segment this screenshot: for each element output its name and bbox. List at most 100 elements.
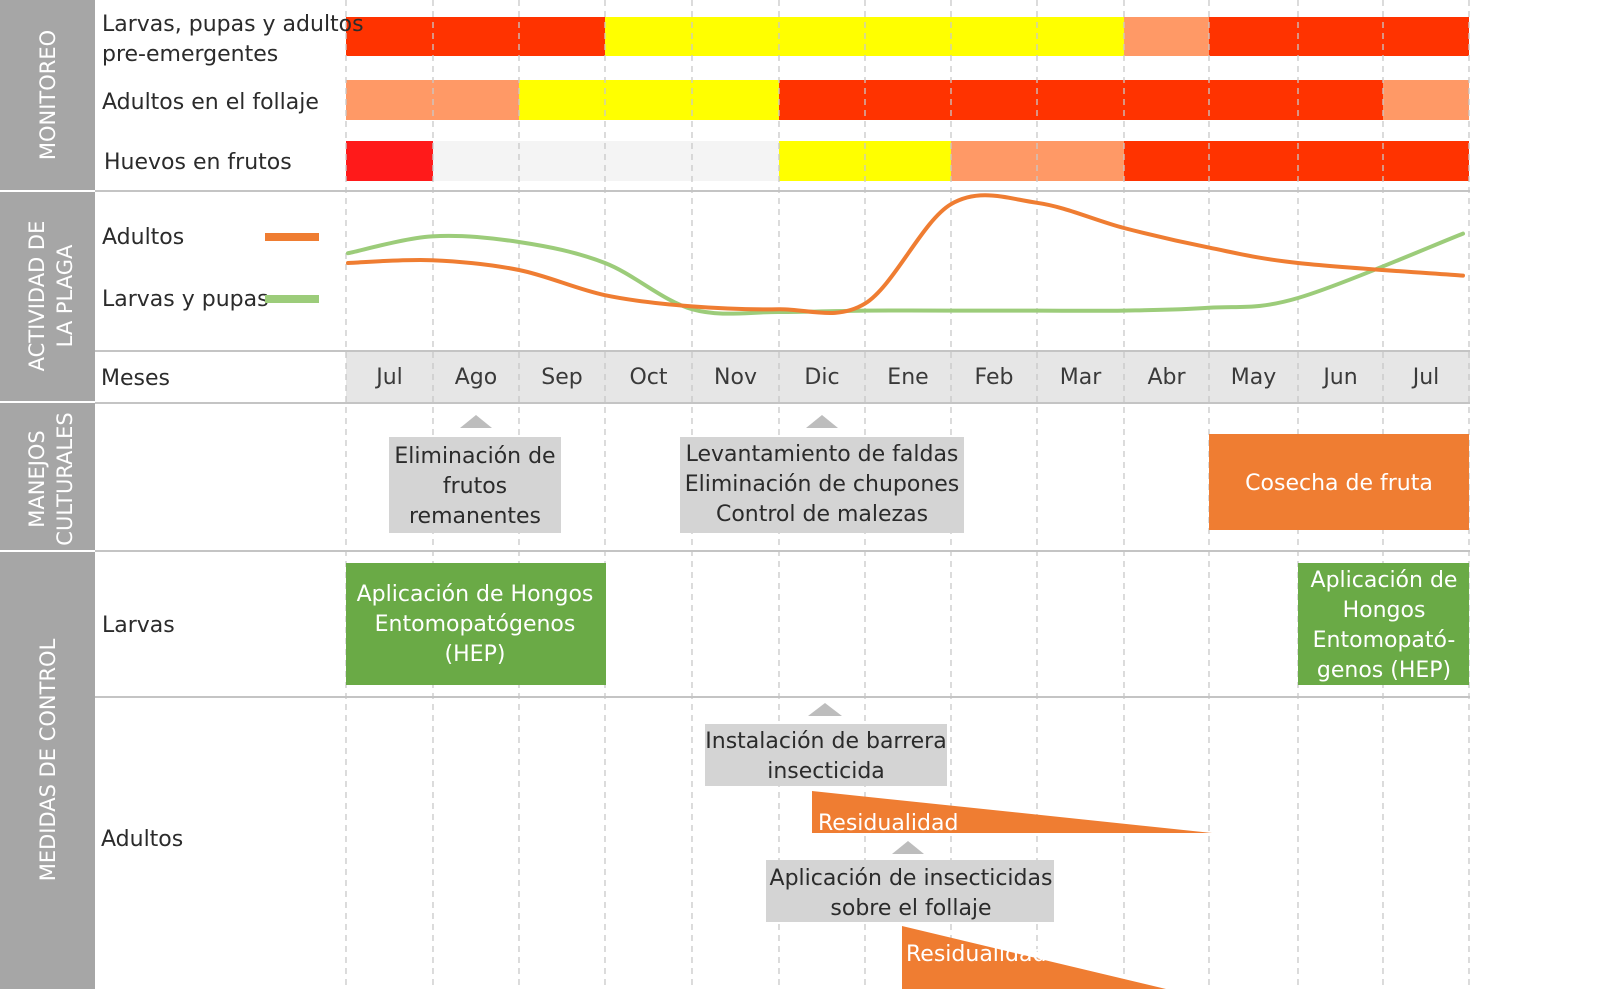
residual-label-2: Residualidad bbox=[906, 942, 1046, 967]
section-label-manejos-line1: MANEJOS bbox=[25, 430, 49, 528]
series-line-larvas-pupas bbox=[346, 231, 1465, 316]
monitor-row-1-label-line1: Larvas, pupas y adultos bbox=[102, 12, 364, 37]
monitor-cell-r3-c12 bbox=[1298, 141, 1383, 181]
hep-box-2-line3: Entomopató- bbox=[1313, 628, 1456, 653]
monitor-cell-r3-c1 bbox=[346, 141, 433, 181]
cultural-box-eliminacion bbox=[389, 437, 561, 533]
monitor-cell-r3-c3 bbox=[519, 141, 605, 181]
monitor-cell-r1-c10 bbox=[1124, 17, 1209, 56]
hep-box-1-line1: Aplicación de Hongos bbox=[357, 582, 594, 607]
monitor-cell-r3-c9 bbox=[1037, 141, 1124, 181]
monitor-cell-r2-c11 bbox=[1209, 80, 1298, 120]
control-larvae-label: Larvas bbox=[102, 613, 175, 638]
monitor-cell-r1-c6 bbox=[779, 17, 865, 56]
legend-larvae-swatch bbox=[265, 295, 319, 303]
section-label-medidas: MEDIDAS DE CONTROL bbox=[36, 638, 60, 881]
monitor-cell-r2-c5 bbox=[692, 80, 779, 120]
legend-adults-swatch bbox=[265, 233, 319, 241]
month-label-13: Jul bbox=[1411, 365, 1440, 390]
monitor-cell-r1-c13 bbox=[1383, 17, 1469, 56]
monitor-cell-r1-c7 bbox=[865, 17, 951, 56]
monitoring-grid bbox=[346, 17, 1469, 181]
monitor-cell-r3-c11 bbox=[1209, 141, 1298, 181]
months-header-band bbox=[346, 352, 1470, 402]
monitor-cell-r3-c6 bbox=[779, 141, 865, 181]
month-label-4: Oct bbox=[629, 365, 667, 390]
month-label-6: Dic bbox=[804, 365, 839, 390]
monitor-cell-r2-c6 bbox=[779, 80, 865, 120]
monitor-cell-r2-c4 bbox=[605, 80, 692, 120]
month-label-9: Mar bbox=[1060, 365, 1102, 390]
hep-box-2-line1: Aplicación de bbox=[1311, 568, 1458, 593]
barrier-box bbox=[705, 724, 947, 786]
monitoring-labels: Larvas, pupas y adultos pre-emergentes A… bbox=[102, 12, 364, 175]
hep-box-1-line2: Entomopatógenos bbox=[375, 612, 576, 637]
sidebar-background bbox=[0, 0, 95, 989]
cultural-box-levantamiento bbox=[680, 437, 964, 533]
monitor-cell-r2-c13 bbox=[1383, 80, 1469, 120]
foliage-spray-box bbox=[766, 860, 1054, 922]
month-label-11: May bbox=[1231, 365, 1276, 390]
cultural-box-eliminacion-line1: Eliminación de bbox=[394, 444, 555, 469]
sidebar: MONITOREO ACTIVIDAD DE LA PLAGA MANEJOS … bbox=[0, 0, 95, 989]
monitor-row-3-label: Huevos en frutos bbox=[104, 150, 292, 175]
monitor-cell-r1-c12 bbox=[1298, 17, 1383, 56]
section-label-manejos-line2: CULTURALES bbox=[53, 412, 77, 545]
monitor-cell-r1-c4 bbox=[605, 17, 692, 56]
activity-legend: Adultos Larvas y pupas bbox=[102, 225, 319, 312]
monitor-cell-r1-c2 bbox=[433, 17, 519, 56]
monitor-cell-r3-c8 bbox=[951, 141, 1037, 181]
monitor-cell-r3-c2 bbox=[433, 141, 519, 181]
cultural-box-levantamiento-line2: Eliminación de chupones bbox=[685, 472, 960, 497]
monitor-cell-r2-c10 bbox=[1124, 80, 1209, 120]
legend-larvae-label: Larvas y pupas bbox=[102, 287, 269, 312]
monitor-cell-r3-c10 bbox=[1124, 141, 1209, 181]
control-adults: Adultos Instalación de barrera insectici… bbox=[101, 703, 1212, 989]
monitor-cell-r1-c8 bbox=[951, 17, 1037, 56]
month-label-3: Sep bbox=[541, 365, 582, 390]
series-line-adultos bbox=[346, 193, 1465, 315]
monitor-cell-r1-c3 bbox=[519, 17, 605, 56]
monitor-cell-r2-c2 bbox=[433, 80, 519, 120]
pointer-triangle-2 bbox=[806, 415, 838, 428]
section-label-monitoreo: MONITOREO bbox=[36, 30, 60, 160]
monitor-row-2-label: Adultos en el follaje bbox=[102, 90, 319, 115]
cultural-management: Eliminación de frutos remanentes Levanta… bbox=[389, 415, 1469, 533]
monitor-cell-r1-c11 bbox=[1209, 17, 1298, 56]
monitor-cell-r1-c9 bbox=[1037, 17, 1124, 56]
hep-box-1 bbox=[346, 563, 606, 685]
monitor-cell-r1-c5 bbox=[692, 17, 779, 56]
monitor-cell-r2-c7 bbox=[865, 80, 951, 120]
monitor-cell-r3-c4 bbox=[605, 141, 692, 181]
monitor-cell-r3-c5 bbox=[692, 141, 779, 181]
section-separators bbox=[95, 190, 1470, 698]
barrier-box-line1: Instalación de barrera bbox=[705, 729, 946, 754]
cultural-box-eliminacion-line2: frutos bbox=[443, 474, 507, 499]
month-label-2: Ago bbox=[455, 365, 497, 390]
monitor-cell-r2-c9 bbox=[1037, 80, 1124, 120]
monitor-cell-r3-c13 bbox=[1383, 141, 1469, 181]
pointer-triangle-1 bbox=[460, 415, 492, 428]
activity-chart bbox=[346, 193, 1465, 316]
residual-wedge-2 bbox=[902, 926, 1166, 989]
cultural-box-levantamiento-line3: Control de malezas bbox=[716, 502, 928, 527]
cultural-box-cosecha-label: Cosecha de fruta bbox=[1245, 471, 1433, 496]
section-label-actividad-line1: ACTIVIDAD DE bbox=[25, 221, 49, 372]
foliage-spray-box-line2: sobre el follaje bbox=[830, 896, 991, 921]
residual-label-1: Residualidad bbox=[818, 811, 958, 836]
cultural-box-eliminacion-line3: remanentes bbox=[409, 504, 541, 529]
pointer-triangle-3 bbox=[808, 703, 842, 716]
hep-box-2-line4: genos (HEP) bbox=[1317, 658, 1451, 683]
residual-wedge-1 bbox=[812, 791, 1212, 833]
barrier-box-line2: insecticida bbox=[767, 759, 885, 784]
pointer-triangle-4 bbox=[892, 841, 924, 854]
months-header-label: Meses bbox=[101, 366, 170, 391]
month-labels: Jul Ago Sep Oct Nov Dic Ene Feb Mar Abr May Jun Jul bbox=[374, 365, 1439, 390]
section-label-actividad-line2: LA PLAGA bbox=[53, 244, 77, 347]
month-label-8: Feb bbox=[975, 365, 1014, 390]
monitor-cell-r2-c1 bbox=[346, 80, 433, 120]
cultural-box-cosecha bbox=[1209, 434, 1469, 530]
hep-box-2-line2: Hongos bbox=[1343, 598, 1426, 623]
hep-box-1-line3: (HEP) bbox=[445, 642, 506, 667]
